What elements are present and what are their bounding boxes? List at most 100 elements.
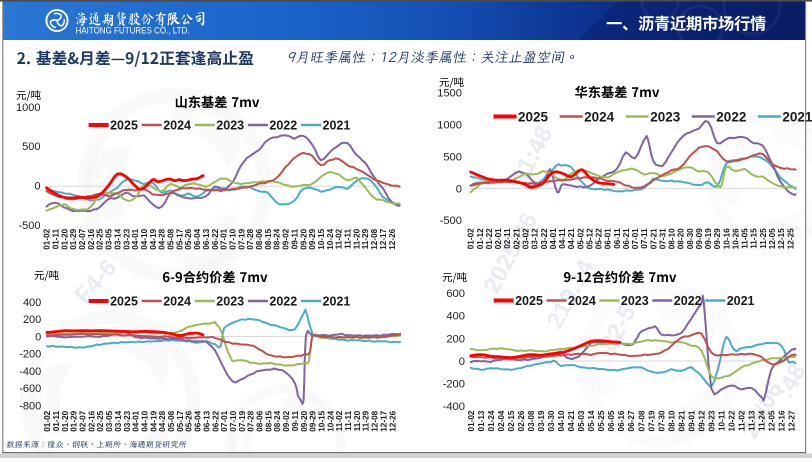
svg-text:01-02: 01-02 <box>43 228 52 249</box>
svg-text:-500: -500 <box>440 215 462 227</box>
svg-text:11-15: 11-15 <box>750 228 759 249</box>
svg-text:07-19: 07-19 <box>238 410 247 431</box>
svg-text:11-11: 11-11 <box>344 410 353 430</box>
svg-text:08-10: 08-10 <box>667 410 676 431</box>
svg-text:HAITONG FUTURES CO., LTD.: HAITONG FUTURES CO., LTD. <box>76 25 190 35</box>
svg-text:01-29: 01-29 <box>69 228 78 249</box>
svg-text:2025: 2025 <box>518 109 549 124</box>
svg-text:08-20: 08-20 <box>677 228 686 249</box>
svg-text:09-11: 09-11 <box>291 410 300 431</box>
svg-text:0: 0 <box>34 181 40 193</box>
svg-text:01-20: 01-20 <box>60 228 69 249</box>
svg-text:07-01: 07-01 <box>631 228 640 249</box>
svg-text:08-06: 08-06 <box>255 228 264 249</box>
svg-text:2024: 2024 <box>163 119 191 133</box>
svg-text:01-02: 01-02 <box>43 410 52 431</box>
svg-text:05-12: 05-12 <box>585 228 594 249</box>
svg-text:09-29: 09-29 <box>308 228 317 249</box>
svg-text:02-25: 02-25 <box>96 228 105 249</box>
svg-text:09-29: 09-29 <box>309 410 318 431</box>
svg-text:11-02: 11-02 <box>335 410 344 431</box>
svg-text:2021: 2021 <box>782 109 812 124</box>
svg-text:02-21: 02-21 <box>512 228 521 249</box>
svg-text:10-15: 10-15 <box>317 228 326 249</box>
svg-text:10-24: 10-24 <box>326 228 335 249</box>
svg-text:01-13: 01-13 <box>477 410 486 431</box>
svg-text:04-10: 04-10 <box>141 410 150 431</box>
svg-text:2021: 2021 <box>323 119 351 133</box>
svg-text:01-11: 01-11 <box>52 228 61 249</box>
svg-text:11-25: 11-25 <box>759 228 768 249</box>
svg-text:03-23: 03-23 <box>123 410 132 431</box>
svg-text:02-16: 02-16 <box>87 228 96 249</box>
svg-text:2024: 2024 <box>568 294 596 308</box>
svg-text:2022: 2022 <box>716 109 746 124</box>
svg-text:07-10: 07-10 <box>229 228 238 249</box>
svg-text:03-30: 03-30 <box>547 410 556 431</box>
svg-text:10-22: 10-22 <box>727 410 736 431</box>
svg-text:07-08: 07-08 <box>637 410 646 431</box>
svg-text:11-20: 11-20 <box>353 410 362 431</box>
svg-text:09-02: 09-02 <box>282 410 291 431</box>
svg-text:06-22: 06-22 <box>211 228 220 249</box>
svg-text:12-15: 12-15 <box>777 228 786 249</box>
svg-text:12-25: 12-25 <box>786 228 795 249</box>
svg-text:2024: 2024 <box>584 109 615 124</box>
svg-text:2023: 2023 <box>216 119 244 133</box>
svg-text:02-25: 02-25 <box>96 410 105 431</box>
svg-text:2022: 2022 <box>674 294 702 308</box>
svg-text:2024: 2024 <box>163 295 191 309</box>
svg-text:05-14: 05-14 <box>587 410 596 431</box>
svg-text:11-02: 11-02 <box>738 410 747 431</box>
svg-text:06-11: 06-11 <box>613 228 622 249</box>
svg-text:04-01: 04-01 <box>131 228 140 249</box>
svg-text:01-11: 01-11 <box>52 410 61 431</box>
svg-text:06-04: 06-04 <box>194 410 203 431</box>
svg-text:02-26: 02-26 <box>517 410 526 431</box>
svg-text:04-10: 04-10 <box>557 410 566 431</box>
svg-text:08-15: 08-15 <box>264 228 273 249</box>
svg-text:08-21: 08-21 <box>677 410 686 431</box>
svg-text:05-03: 05-03 <box>577 410 586 431</box>
svg-text:07-01: 07-01 <box>220 228 229 249</box>
svg-text:08-10: 08-10 <box>668 228 677 249</box>
svg-text:2023: 2023 <box>216 295 244 309</box>
svg-text:07-01: 07-01 <box>220 410 229 431</box>
svg-text:03-23: 03-23 <box>122 228 131 249</box>
svg-text:01-12: 01-12 <box>476 228 485 249</box>
svg-text:03-12: 03-12 <box>531 228 540 249</box>
svg-text:10-15: 10-15 <box>318 410 327 431</box>
svg-text:11-20: 11-20 <box>352 228 361 249</box>
svg-text:06-13: 06-13 <box>202 228 211 249</box>
svg-text:07-31: 07-31 <box>658 228 667 249</box>
svg-text:400: 400 <box>446 311 465 323</box>
svg-text:06-21: 06-21 <box>622 228 631 249</box>
svg-text:04-21: 04-21 <box>567 410 576 431</box>
svg-text:01-20: 01-20 <box>61 410 70 431</box>
svg-text:2023: 2023 <box>650 109 681 124</box>
svg-text:04-21: 04-21 <box>567 228 576 249</box>
svg-text:09-02: 09-02 <box>282 228 291 249</box>
svg-text:11-29: 11-29 <box>362 410 371 431</box>
svg-text:06-05: 06-05 <box>607 410 616 431</box>
svg-text:2021: 2021 <box>727 294 755 308</box>
svg-text:02-16: 02-16 <box>87 410 96 431</box>
svg-text:04-19: 04-19 <box>149 228 158 249</box>
svg-text:09-19: 09-19 <box>704 228 713 249</box>
svg-text:09-29: 09-29 <box>713 228 722 249</box>
svg-text:200: 200 <box>23 314 41 326</box>
svg-text:2022: 2022 <box>269 295 297 309</box>
svg-text:02-07: 02-07 <box>78 228 87 249</box>
svg-text:03-08: 03-08 <box>527 410 536 431</box>
svg-text:03-22: 03-22 <box>540 228 549 249</box>
svg-text:01-22: 01-22 <box>485 228 494 249</box>
svg-text:0: 0 <box>456 183 462 195</box>
svg-text:0: 0 <box>459 356 465 368</box>
svg-text:07-28: 07-28 <box>247 410 256 431</box>
svg-text:05-25: 05-25 <box>597 410 606 431</box>
svg-text:500: 500 <box>443 151 462 163</box>
svg-text:04-10: 04-10 <box>140 228 149 249</box>
svg-text:08-06: 08-06 <box>256 410 265 431</box>
svg-text:2025: 2025 <box>110 295 138 309</box>
svg-text:05-02: 05-02 <box>576 228 585 249</box>
